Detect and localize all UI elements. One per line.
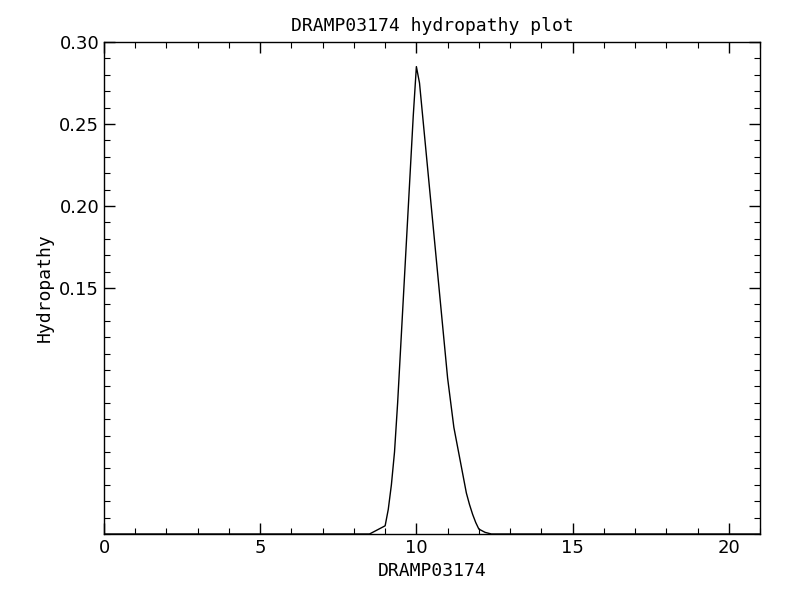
Y-axis label: Hydropathy: Hydropathy (35, 233, 54, 343)
X-axis label: DRAMP03174: DRAMP03174 (378, 562, 486, 580)
Title: DRAMP03174 hydropathy plot: DRAMP03174 hydropathy plot (290, 17, 574, 35)
